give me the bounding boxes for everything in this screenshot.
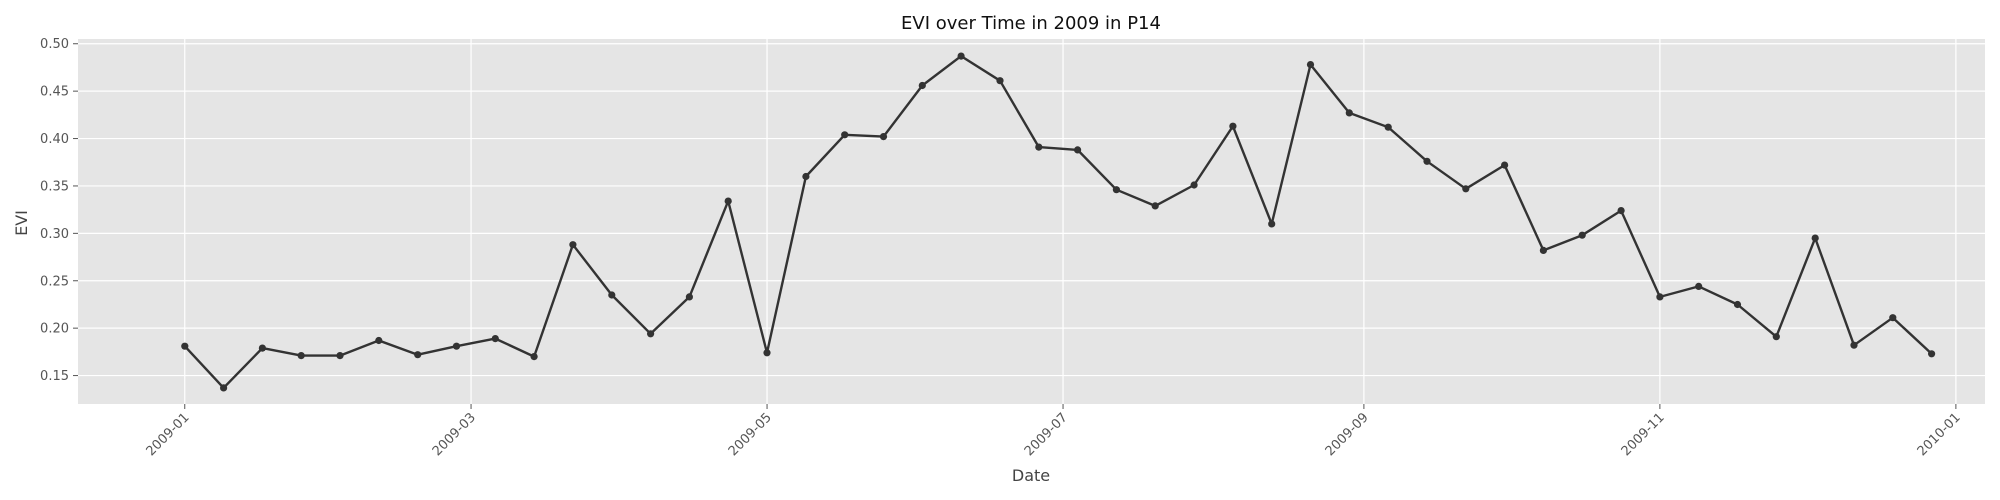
- y-tick-label: 0.40: [40, 132, 69, 147]
- data-point: [530, 353, 538, 361]
- data-point: [879, 133, 888, 141]
- data-point: [491, 335, 499, 343]
- y-grid: [78, 43, 1985, 377]
- series-layer: [181, 52, 1936, 392]
- data-point: [1268, 220, 1276, 228]
- data-point: [258, 344, 266, 352]
- x-tick-labels: 2009-01 2009-03 2009-05 2009-07 2009-09 2009-…: [144, 404, 1964, 459]
- x-tick-label: 2009-09: [1323, 410, 1372, 459]
- chart-title: EVI over Time in 2009 in P14: [901, 13, 1161, 34]
- data-point: [1850, 341, 1858, 349]
- data-point: [763, 349, 771, 357]
- y-tick-label: 0.50: [40, 37, 69, 52]
- plot-area: [78, 39, 1985, 404]
- data-point: [1423, 157, 1431, 165]
- data-point: [220, 384, 228, 392]
- data-point: [1462, 185, 1470, 193]
- y-tick-label: 0.45: [40, 85, 69, 100]
- data-point: [1928, 350, 1936, 358]
- data-point: [1229, 122, 1237, 130]
- x-tick-label: 2009-11: [1619, 410, 1668, 459]
- data-point: [1733, 300, 1742, 309]
- data-point: [375, 336, 383, 345]
- data-point: [1501, 161, 1509, 169]
- series-line: [183, 54, 1933, 390]
- data-point: [1617, 207, 1625, 215]
- x-tick-label: 2009-07: [1022, 410, 1071, 459]
- x-grid: [184, 39, 1957, 404]
- data-point: [841, 131, 849, 139]
- data-point: [414, 351, 422, 359]
- data-point: [1889, 314, 1897, 322]
- data-point: [336, 352, 344, 360]
- x-tick-label: 2010-01: [1915, 410, 1964, 459]
- data-point: [1772, 333, 1780, 341]
- data-point: [1811, 234, 1819, 242]
- y-axis-label: EVI: [12, 210, 31, 236]
- data-point: [452, 342, 461, 350]
- y-tick-labels: 0.15 0.20 0.25 0.30 0.35 0.40 0.45 0.50: [40, 37, 78, 384]
- data-point: [802, 172, 810, 181]
- data-point: [1035, 143, 1043, 151]
- x-tick-label: 2009-03: [430, 410, 479, 459]
- data-point: [647, 330, 655, 338]
- data-point: [1151, 202, 1159, 210]
- y-tick-label: 0.30: [40, 227, 69, 242]
- data-point: [1306, 61, 1315, 69]
- data-point: [1190, 181, 1198, 189]
- data-point: [1695, 282, 1703, 290]
- data-point: [608, 291, 616, 299]
- x-tick-label: 2009-05: [726, 410, 775, 459]
- y-tick-label: 0.35: [40, 179, 69, 194]
- y-tick-label: 0.25: [40, 274, 69, 289]
- data-point: [1074, 146, 1082, 154]
- data-point: [918, 81, 926, 90]
- data-point: [957, 52, 965, 60]
- y-tick-label: 0.15: [40, 369, 69, 384]
- data-point: [1384, 123, 1392, 131]
- data-point: [1112, 186, 1120, 194]
- x-tick-label: 2009-01: [144, 410, 193, 459]
- data-point: [685, 293, 694, 301]
- data-point: [297, 352, 305, 360]
- data-point: [1539, 246, 1547, 254]
- data-point: [1345, 109, 1353, 117]
- y-tick-label: 0.20: [40, 322, 69, 337]
- data-point: [996, 77, 1004, 85]
- data-point: [1578, 231, 1586, 239]
- data-point: [569, 241, 577, 249]
- data-point: [1656, 293, 1664, 301]
- x-axis-label: Date: [1012, 466, 1050, 485]
- data-point: [181, 342, 189, 350]
- data-point: [724, 197, 732, 205]
